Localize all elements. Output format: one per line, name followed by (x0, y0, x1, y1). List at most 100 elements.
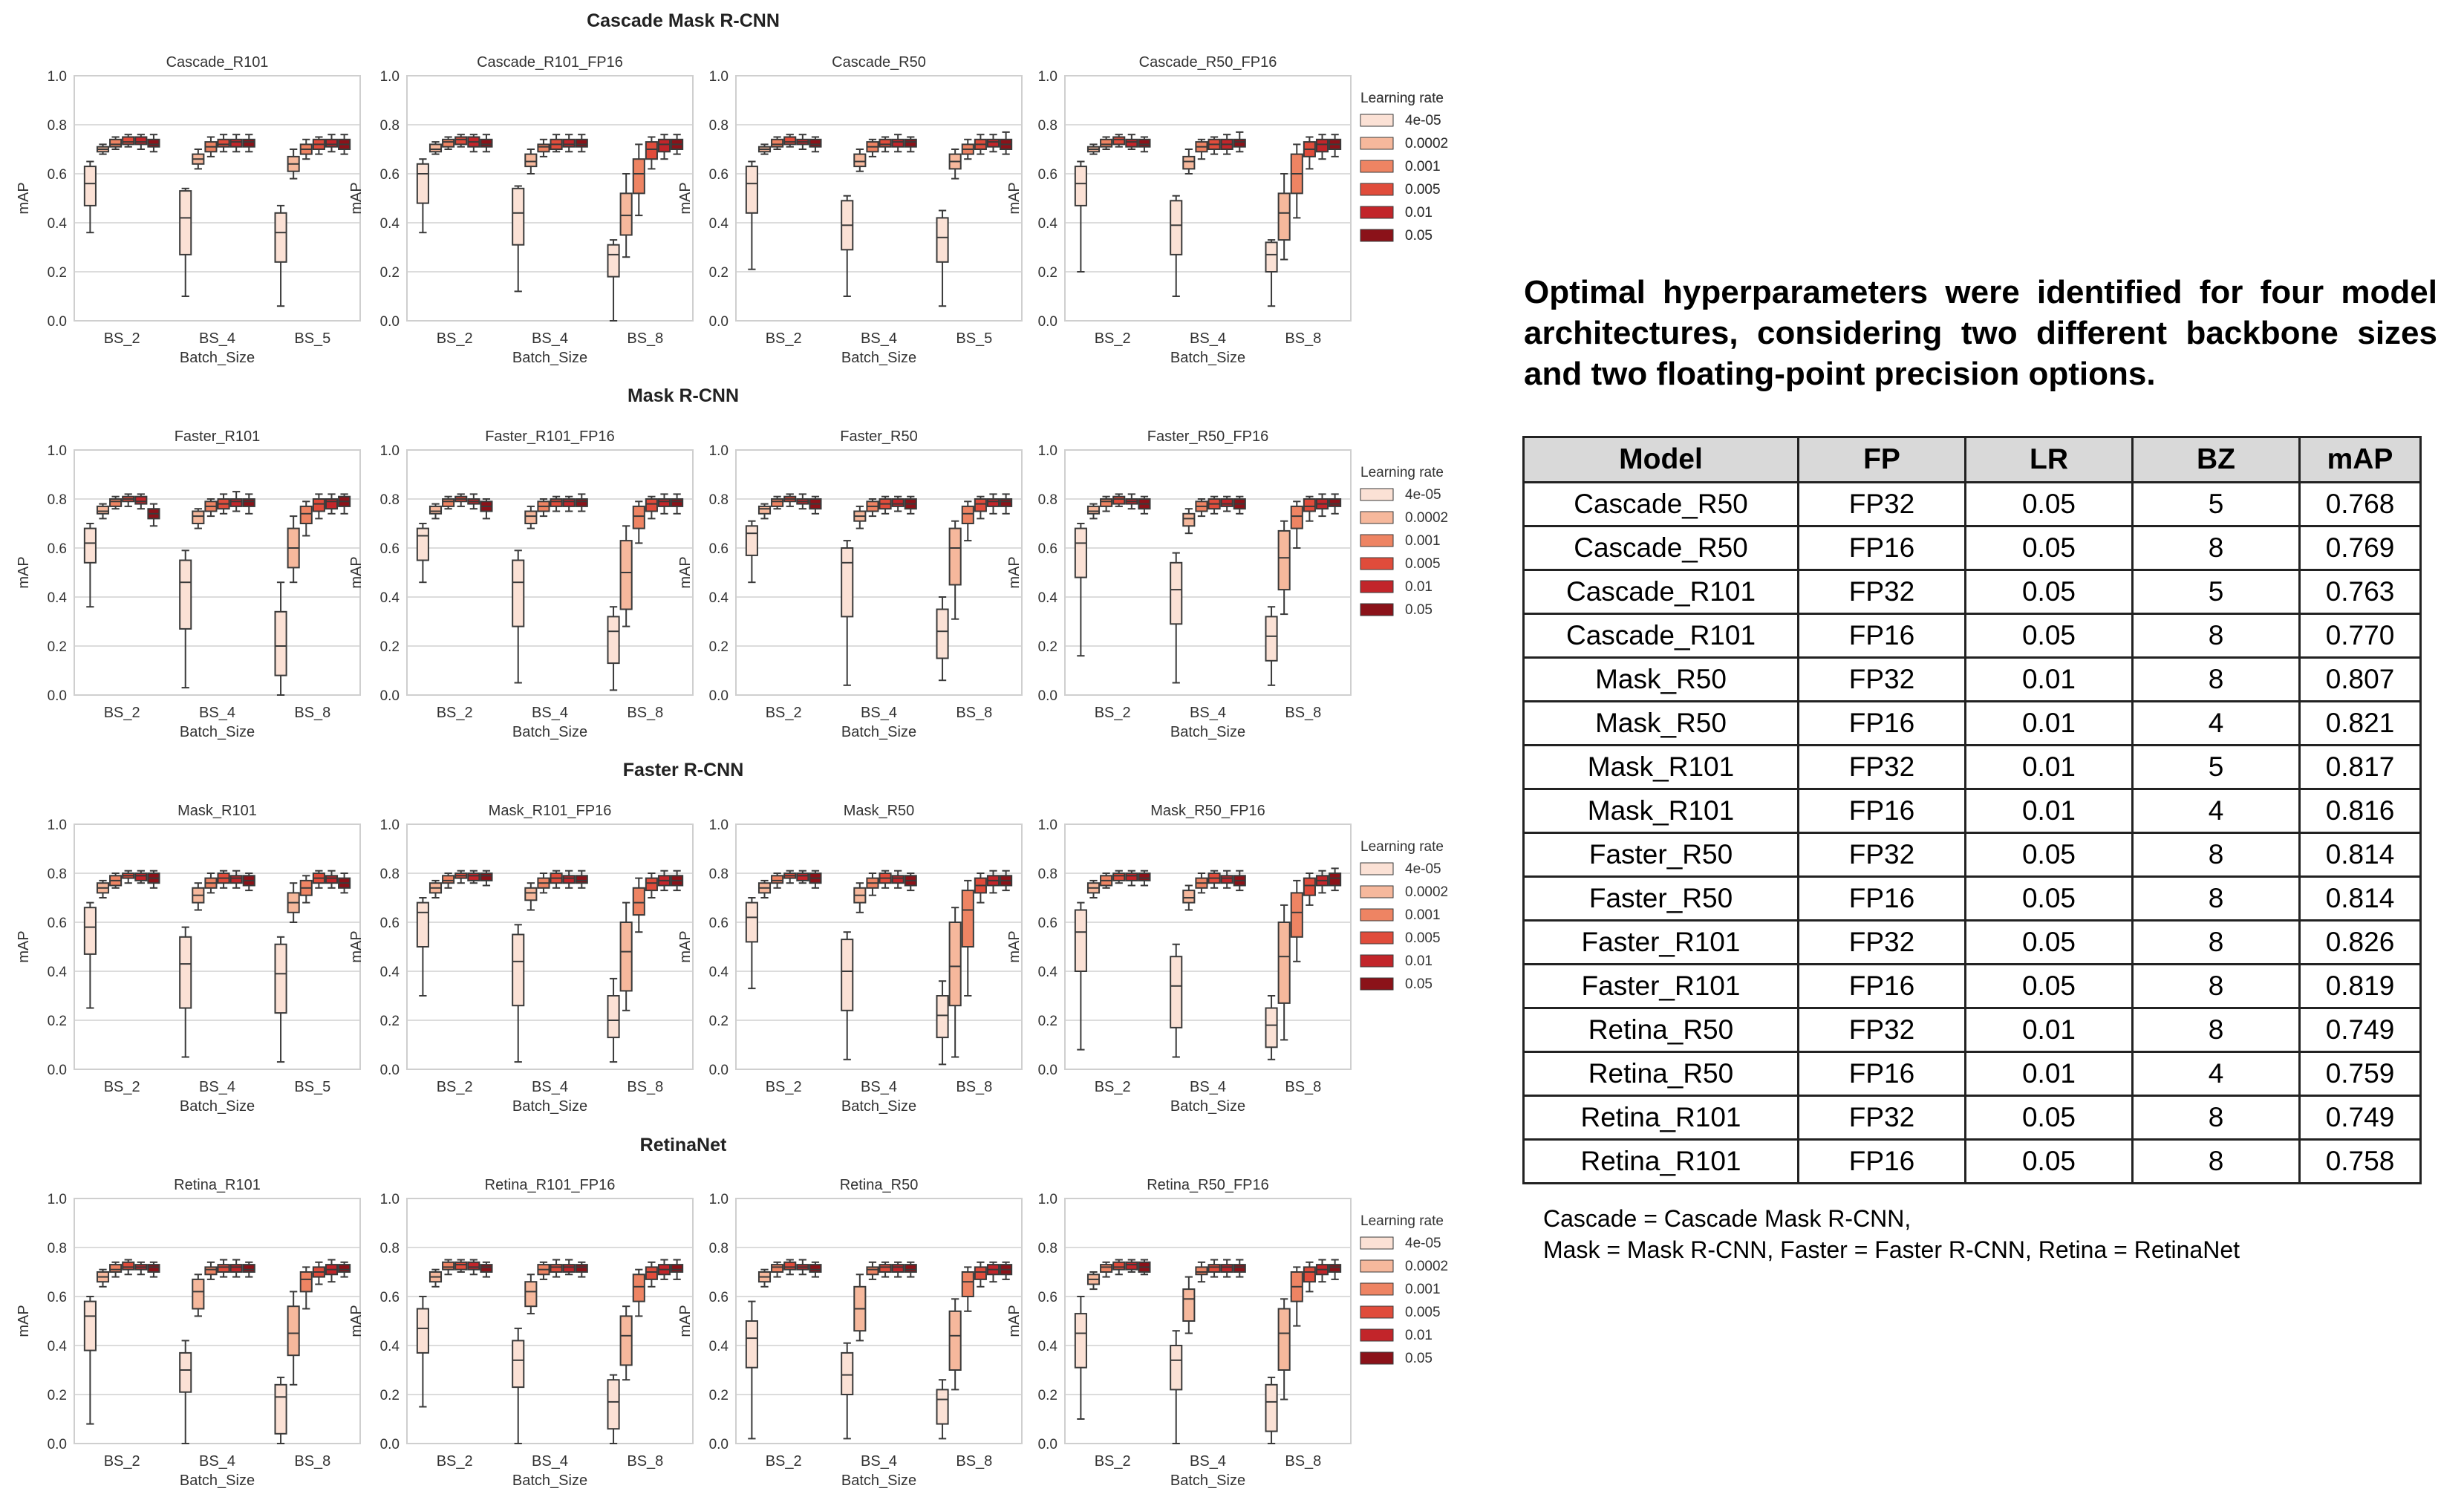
cell-fp: FP16 (1797, 1138, 1966, 1184)
y-tick-label: 1.0 (1038, 69, 1057, 85)
y-axis-label: mAP (16, 182, 32, 214)
optimal-hyperparameters-table: Model FP LR BZ mAP Cascade_R50 FP32 0.05 5 0… (1522, 436, 2422, 1184)
cell-bz: 8 (2131, 656, 2301, 702)
box (632, 505, 645, 529)
legend-swatch (1360, 1259, 1394, 1273)
cell-bz: 5 (2131, 744, 2301, 790)
box (645, 141, 658, 160)
legend-label: 0.005 (1405, 556, 1441, 572)
box (179, 559, 192, 630)
y-tick-label: 0.4 (380, 965, 400, 980)
box (325, 498, 339, 510)
box (1207, 1264, 1221, 1273)
cell-bz: 5 (2131, 481, 2301, 527)
y-tick-label: 0.2 (1038, 639, 1057, 655)
box (274, 943, 287, 1014)
box (192, 1278, 205, 1310)
x-tick-label: BS_2 (1095, 1453, 1131, 1470)
legend-swatch (1360, 977, 1394, 991)
box (562, 1264, 576, 1273)
footnote-line-1: Cascade = Cascade Mask R-CNN, (1543, 1205, 1911, 1232)
box (325, 138, 339, 148)
y-tick-label: 1.0 (48, 818, 67, 833)
y-tick-label: 0.8 (48, 867, 67, 882)
x-axis-label: Batch_Size (180, 1472, 255, 1489)
box (325, 875, 339, 884)
cell-model: Mask_R50 (1522, 700, 1799, 746)
box (671, 1264, 684, 1273)
box (299, 1271, 313, 1293)
box (134, 873, 148, 881)
y-tick-label: 0.0 (709, 688, 729, 704)
x-tick-label: BS_2 (437, 330, 473, 347)
y-tick-label: 0.4 (380, 216, 400, 232)
x-tick-label: BS_4 (199, 1453, 235, 1470)
cell-fp: FP32 (1797, 656, 1966, 702)
y-tick-label: 0.4 (1038, 590, 1058, 606)
x-tick-label: BS_2 (1095, 705, 1131, 721)
box (607, 616, 620, 665)
box (1100, 138, 1113, 148)
box (562, 498, 576, 507)
legend-label: 4e-05 (1405, 1236, 1441, 1251)
cell-lr: 0.05 (1964, 569, 2134, 615)
cell-lr: 0.05 (1964, 963, 2134, 1009)
box (1220, 1264, 1233, 1273)
header-bz: BZ (2131, 436, 2301, 483)
box (783, 1261, 797, 1271)
box (809, 138, 822, 148)
legend-label: 0.0002 (1405, 136, 1448, 151)
y-tick-label: 1.0 (709, 818, 729, 833)
box (879, 1264, 892, 1273)
panel-frame (735, 823, 1023, 1070)
x-tick-label: BS_4 (532, 705, 568, 721)
y-tick-label: 0.6 (1038, 167, 1057, 183)
y-axis-label: mAP (348, 1305, 365, 1337)
y-tick-label: 0.4 (1038, 1339, 1058, 1354)
x-tick-label: BS_4 (861, 1453, 897, 1470)
box (122, 136, 135, 146)
box (771, 138, 784, 148)
cell-bz: 8 (2131, 963, 2301, 1009)
box (1220, 875, 1233, 884)
x-axis-label: Batch_Size (1170, 724, 1245, 740)
box (442, 498, 455, 507)
legend-swatch (1360, 1328, 1394, 1342)
y-tick-label: 0.0 (380, 1437, 400, 1452)
y-tick-label: 1.0 (48, 443, 67, 459)
y-tick-label: 0.4 (380, 590, 400, 606)
subplot-title: Mask_R50 (844, 803, 915, 819)
cell-map: 0.816 (2298, 788, 2422, 834)
legend-title: Learning rate (1360, 91, 1444, 106)
box (134, 136, 148, 146)
y-tick-label: 1.0 (1038, 443, 1057, 459)
box (562, 875, 576, 884)
x-tick-label: BS_8 (1285, 1079, 1321, 1095)
x-axis-label: Batch_Size (512, 1098, 587, 1115)
subplot-title: Faster_R101 (175, 428, 261, 445)
y-tick-label: 0.0 (709, 314, 729, 330)
x-tick-label: BS_2 (104, 330, 140, 347)
box (1329, 498, 1342, 507)
panel-frame (74, 823, 361, 1070)
x-tick-label: BS_4 (1190, 330, 1226, 347)
legend-swatch (1360, 1351, 1394, 1365)
panel-frame (406, 823, 694, 1070)
box (524, 510, 538, 524)
y-tick-label: 0.8 (1038, 492, 1057, 508)
panel-frame (1064, 449, 1352, 696)
table-row: Mask_R101 FP32 0.01 5 0.817 (1522, 744, 2422, 790)
y-tick-label: 0.8 (48, 1241, 67, 1256)
y-tick-label: 0.6 (48, 167, 67, 183)
x-tick-label: BS_4 (532, 1079, 568, 1095)
box (891, 138, 905, 148)
box (936, 1389, 949, 1425)
y-tick-label: 0.0 (380, 1063, 400, 1078)
y-axis-label: mAP (16, 556, 32, 588)
legend-label: 4e-05 (1405, 861, 1441, 877)
box (428, 505, 443, 515)
cell-map: 0.821 (2298, 700, 2422, 746)
cell-fp: FP32 (1797, 919, 1966, 965)
subplot-title: Cascade_R50 (832, 54, 926, 71)
y-tick-label: 1.0 (48, 69, 67, 85)
